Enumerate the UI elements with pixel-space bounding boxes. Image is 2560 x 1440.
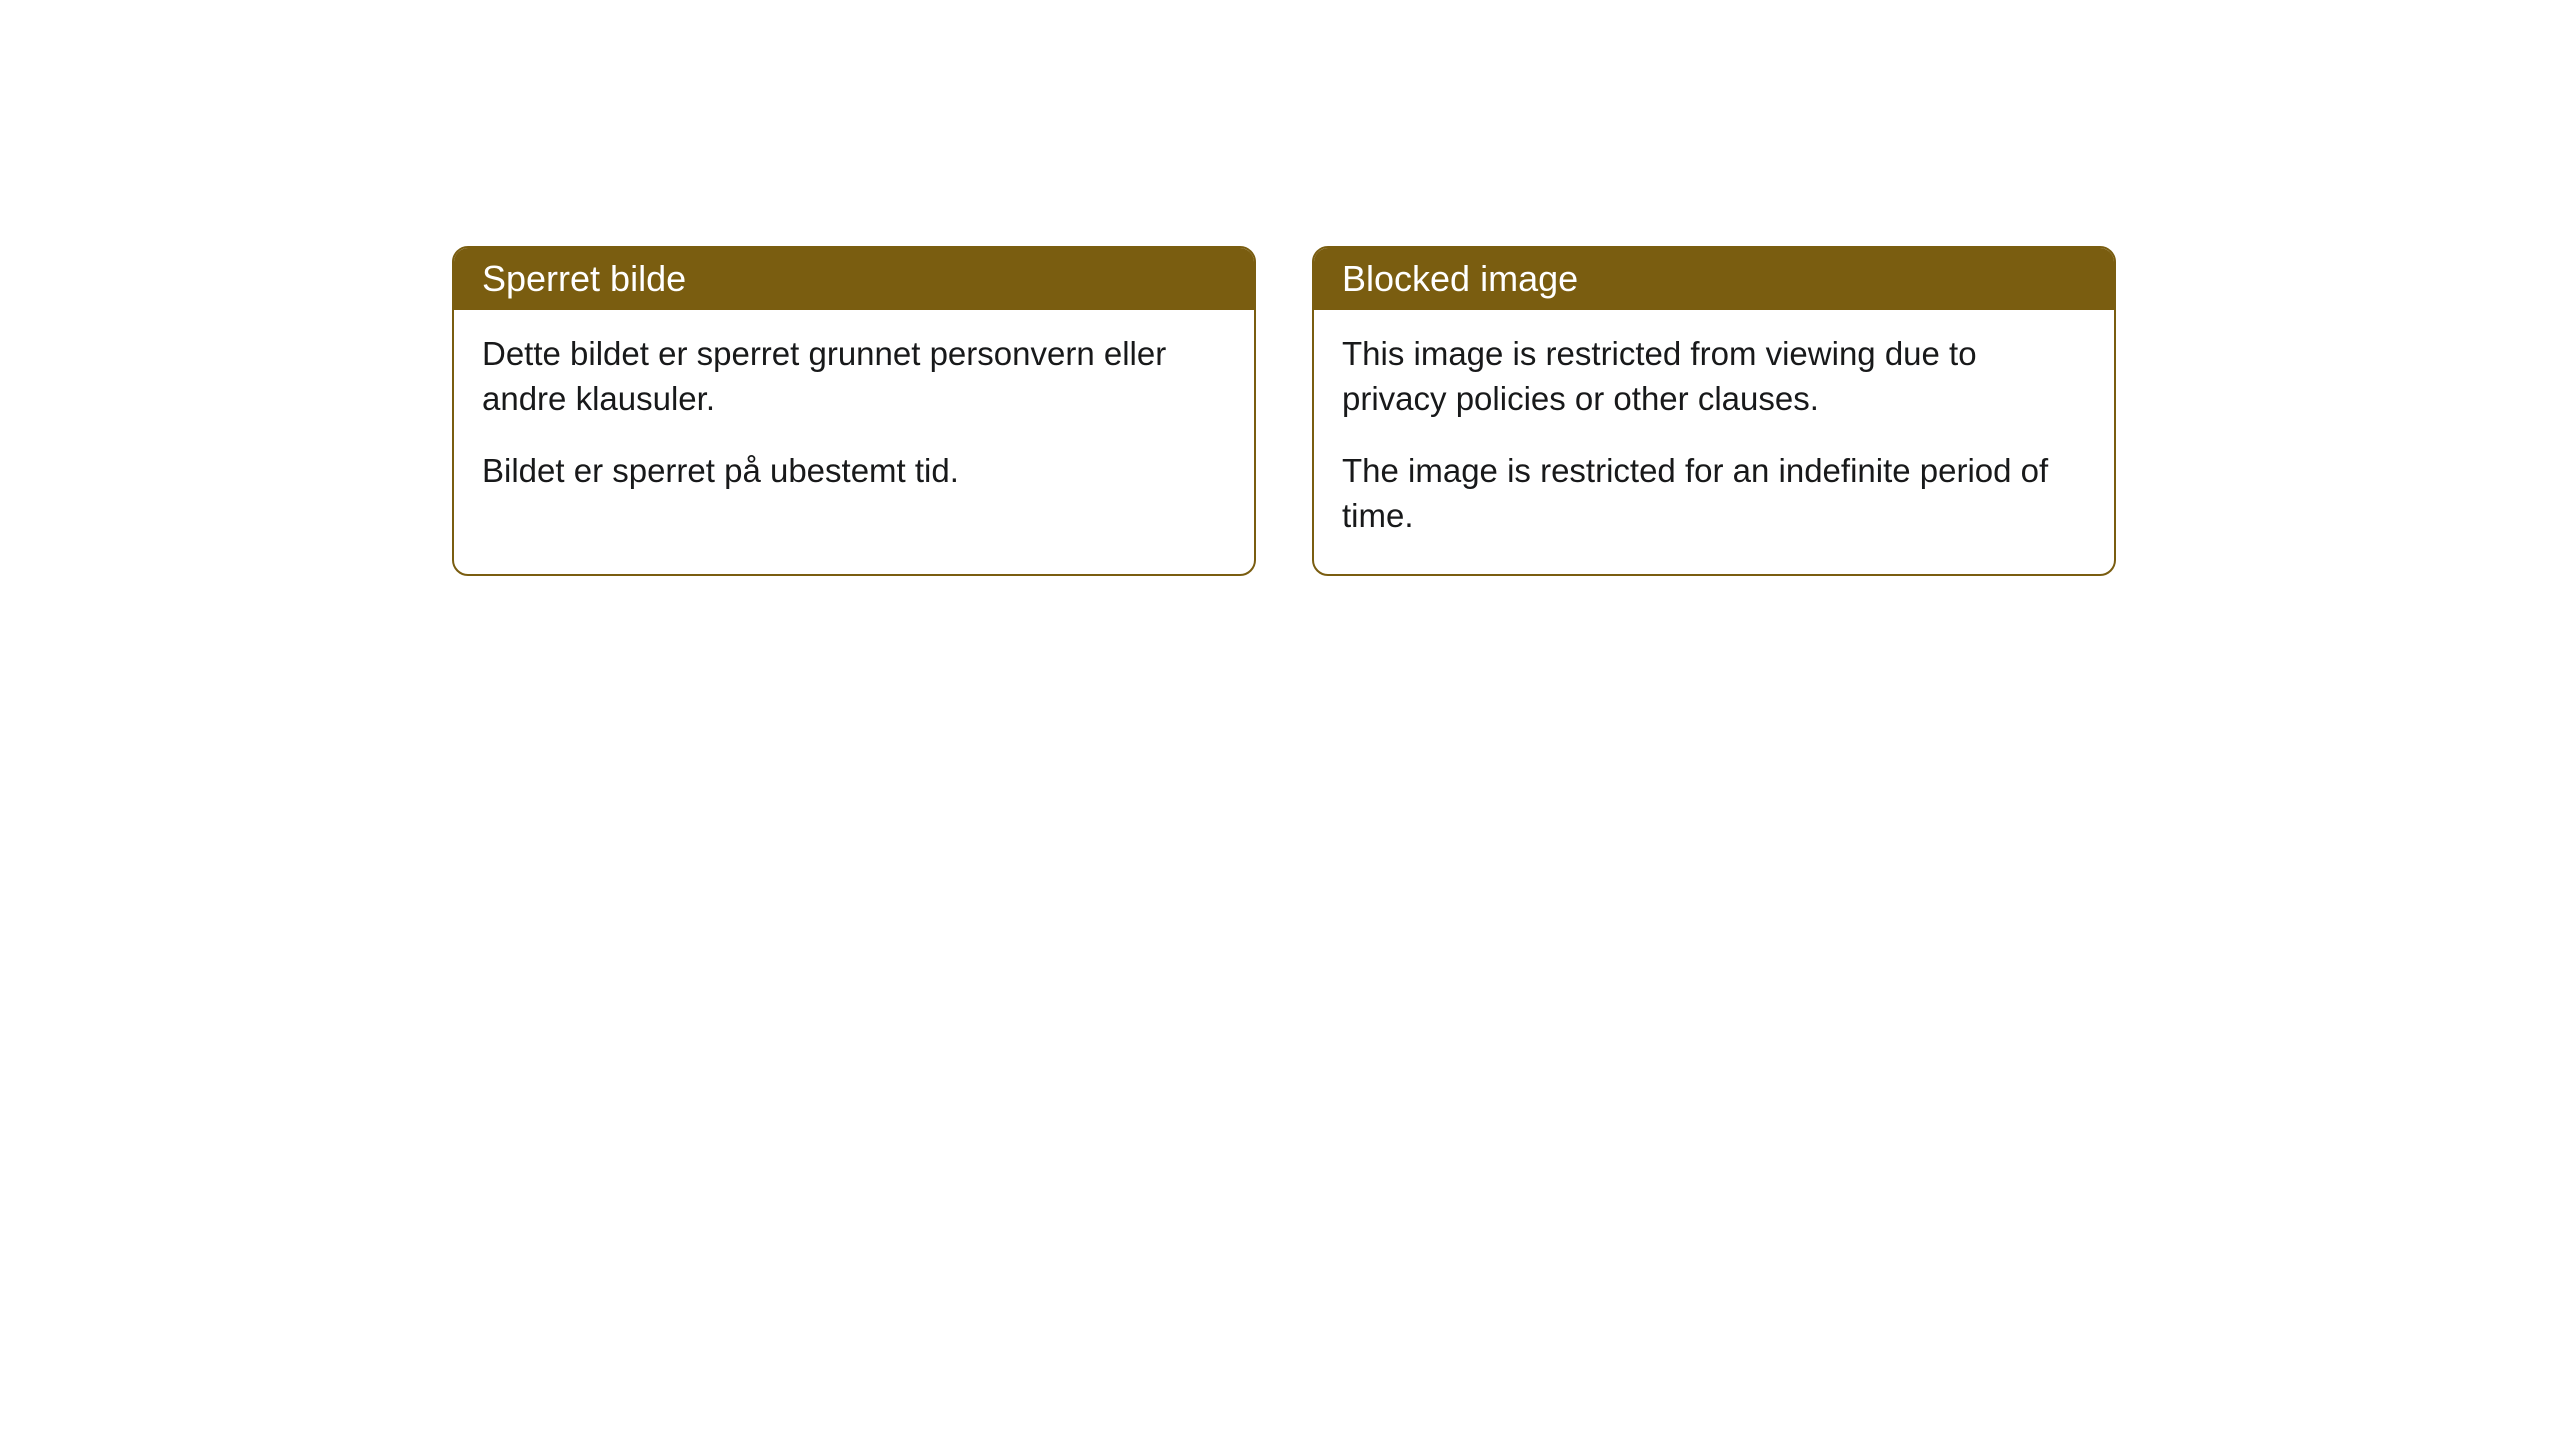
card-header: Sperret bilde <box>454 248 1254 310</box>
notice-cards-container: Sperret bilde Dette bildet er sperret gr… <box>452 246 2116 576</box>
card-paragraph: Dette bildet er sperret grunnet personve… <box>482 332 1226 421</box>
card-paragraph: This image is restricted from viewing du… <box>1342 332 2086 421</box>
card-body: This image is restricted from viewing du… <box>1314 310 2114 574</box>
card-paragraph: The image is restricted for an indefinit… <box>1342 449 2086 538</box>
notice-card-norwegian: Sperret bilde Dette bildet er sperret gr… <box>452 246 1256 576</box>
card-header: Blocked image <box>1314 248 2114 310</box>
card-title: Sperret bilde <box>482 258 686 299</box>
card-paragraph: Bildet er sperret på ubestemt tid. <box>482 449 1226 494</box>
card-title: Blocked image <box>1342 258 1578 299</box>
notice-card-english: Blocked image This image is restricted f… <box>1312 246 2116 576</box>
card-body: Dette bildet er sperret grunnet personve… <box>454 310 1254 530</box>
